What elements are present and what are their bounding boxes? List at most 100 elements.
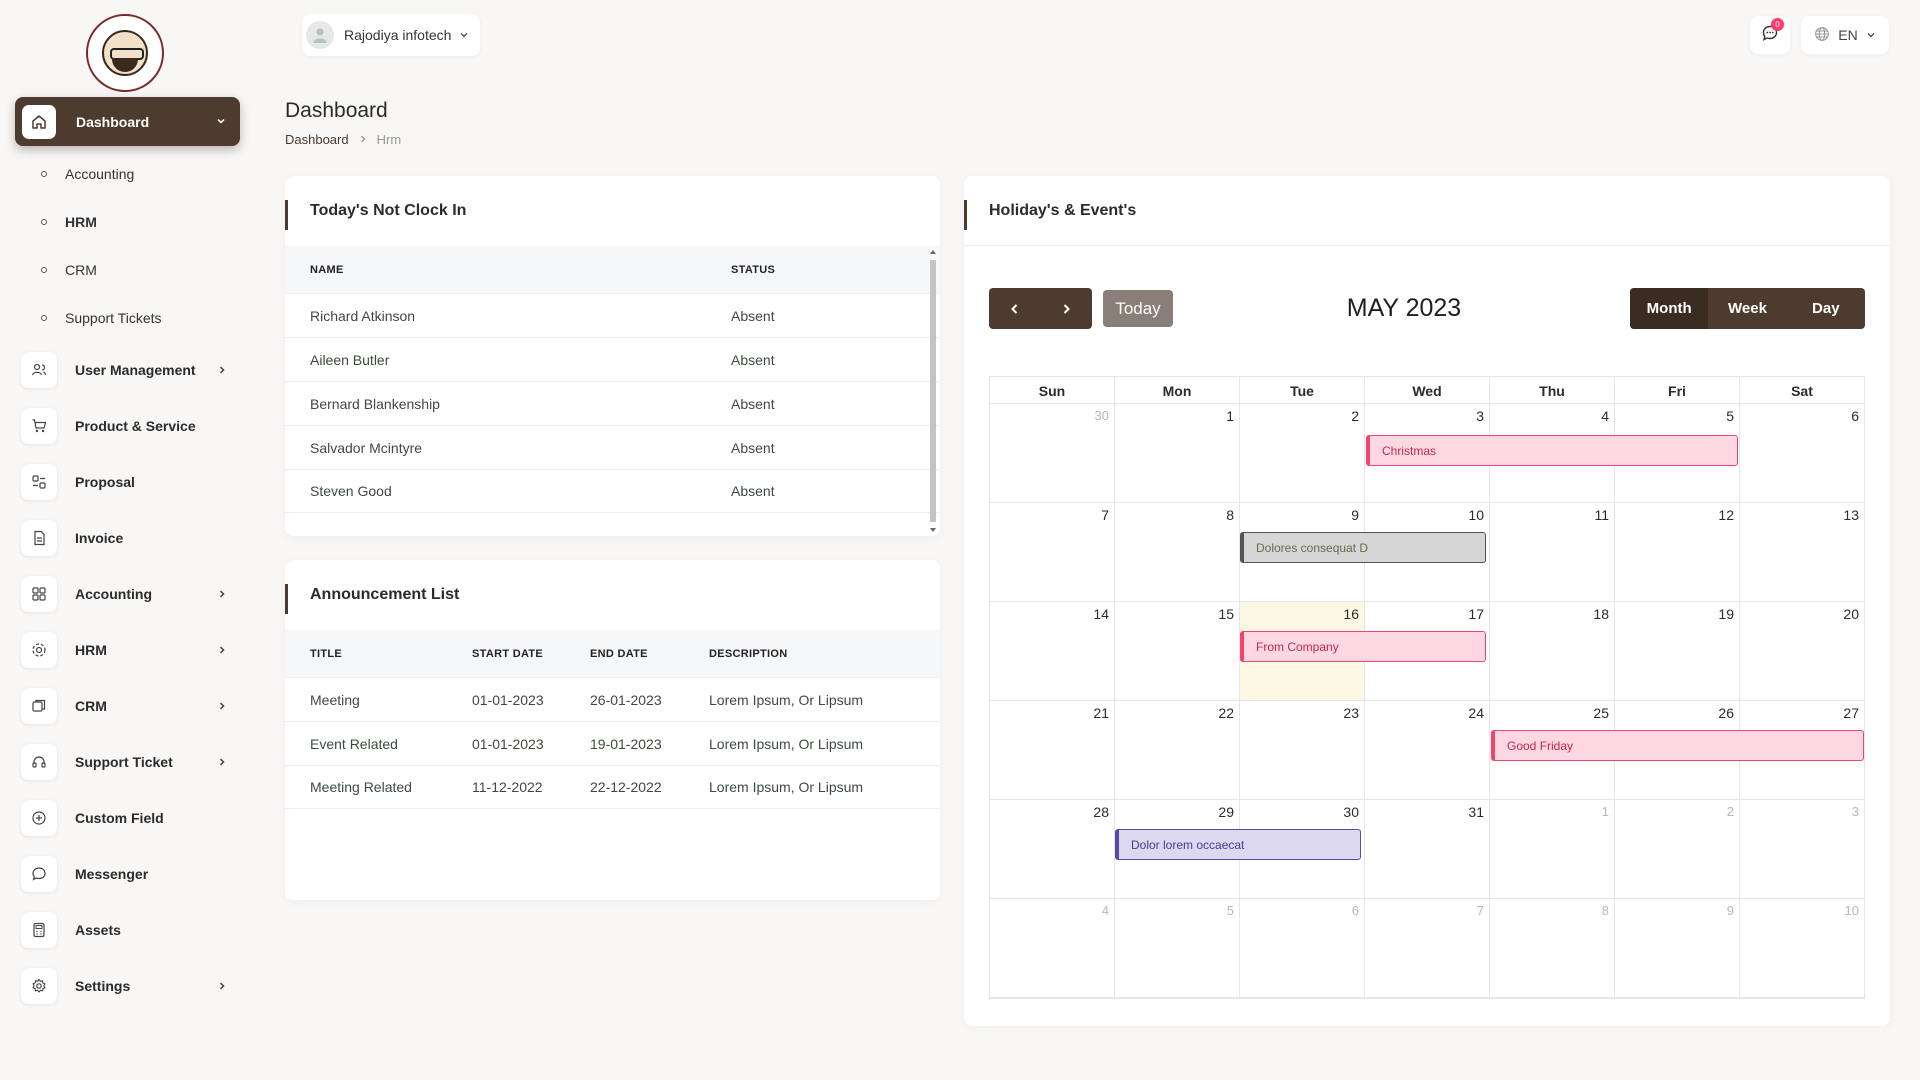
home-icon xyxy=(22,104,56,139)
sidebar-item-messenger[interactable]: Messenger xyxy=(21,854,241,894)
day-number: 27 xyxy=(1843,705,1859,721)
sidebar-item-support-ticket[interactable]: Support Ticket xyxy=(21,742,241,782)
announcement-title: Meeting Related xyxy=(310,779,412,795)
message-count-badge: 0 xyxy=(1771,18,1784,31)
calendar-day[interactable]: 28 xyxy=(990,800,1115,898)
breadcrumb-link-dashboard[interactable]: Dashboard xyxy=(285,132,349,147)
calendar-day[interactable]: 3 xyxy=(1740,800,1864,898)
sidebar-subitem-crm[interactable]: CRM xyxy=(40,260,97,280)
sidebar-subitem-hrm[interactable]: HRM xyxy=(40,212,97,232)
calendar-day[interactable]: 23 xyxy=(1240,701,1365,799)
calendar-day[interactable]: 17 xyxy=(1365,602,1490,700)
calendar-day[interactable]: 15 xyxy=(1115,602,1240,700)
scroll-down-icon[interactable] xyxy=(930,528,936,532)
calendar-day[interactable]: 30 xyxy=(1240,800,1365,898)
calendar-day[interactable]: 11 xyxy=(1490,503,1615,601)
sidebar-item-dashboard[interactable]: Dashboard xyxy=(15,97,240,146)
column-header-title[interactable]: TITLE xyxy=(310,647,343,660)
day-number: 2 xyxy=(1351,408,1359,424)
plus-circle-icon xyxy=(21,800,57,836)
calendar-day[interactable]: 22 xyxy=(1115,701,1240,799)
page-title: Dashboard xyxy=(285,99,388,122)
calendar-day[interactable]: 1 xyxy=(1490,800,1615,898)
calendar-day[interactable]: 19 xyxy=(1615,602,1740,700)
sidebar-subitem-accounting[interactable]: Accounting xyxy=(40,164,134,184)
sidebar-item-hrm[interactable]: HRM xyxy=(21,630,241,670)
scrollbar-thumb[interactable] xyxy=(930,260,936,522)
column-header-description[interactable]: DESCRIPTION xyxy=(709,647,788,660)
calendar-day[interactable]: 5 xyxy=(1615,404,1740,502)
calendar-day[interactable]: 10 xyxy=(1740,899,1864,997)
calendar-event[interactable]: From Company xyxy=(1240,631,1486,662)
table-header: TITLE START DATE END DATE DESCRIPTION xyxy=(285,630,940,677)
employee-status: Absent xyxy=(731,351,775,368)
sidebar-item-label: CRM xyxy=(75,698,107,714)
calendar-day[interactable]: 27 xyxy=(1740,701,1864,799)
calendar-day[interactable]: 5 xyxy=(1115,899,1240,997)
scroll-up-icon[interactable] xyxy=(930,250,936,254)
sidebar-item-user-management[interactable]: User Management xyxy=(21,350,241,390)
calendar-day[interactable]: 9 xyxy=(1615,899,1740,997)
calendar-day[interactable]: 12 xyxy=(1615,503,1740,601)
calendar-day[interactable]: 21 xyxy=(990,701,1115,799)
sidebar-item-proposal[interactable]: Proposal xyxy=(21,462,241,502)
calendar-event[interactable]: Good Friday xyxy=(1491,730,1864,761)
calendar-day[interactable]: 20 xyxy=(1740,602,1864,700)
calendar-event[interactable]: Dolor lorem occaecat xyxy=(1115,829,1361,860)
calendar-day[interactable]: 10 xyxy=(1365,503,1490,601)
column-header-status[interactable]: STATUS xyxy=(731,263,776,276)
calendar-day[interactable]: 1 xyxy=(1115,404,1240,502)
sidebar-item-product-service[interactable]: Product & Service xyxy=(21,406,241,446)
calendar-day[interactable]: 30 xyxy=(990,404,1115,502)
scrollbar[interactable] xyxy=(928,246,938,536)
calendar-day[interactable]: 24 xyxy=(1365,701,1490,799)
calendar-week: 21 22 23 24 25 26 27 xyxy=(990,701,1864,800)
prev-month-button[interactable] xyxy=(989,288,1041,329)
bullet-icon xyxy=(40,218,48,226)
chevron-right-icon xyxy=(217,642,227,658)
view-week-button[interactable]: Week xyxy=(1728,300,1767,317)
sidebar-item-label: Support Ticket xyxy=(75,754,173,770)
sidebar-item-crm[interactable]: CRM xyxy=(21,686,241,726)
messages-button[interactable]: 0 xyxy=(1750,16,1790,54)
table-header: NAME STATUS xyxy=(285,246,940,293)
sidebar-item-custom-field[interactable]: Custom Field xyxy=(21,798,241,838)
language-switcher[interactable]: EN xyxy=(1801,16,1889,54)
calendar-day[interactable]: 4 xyxy=(990,899,1115,997)
company-switcher[interactable]: Rajodiya infotech xyxy=(302,14,480,56)
calendar-day[interactable]: 14 xyxy=(990,602,1115,700)
calendar-day[interactable]: 6 xyxy=(1740,404,1864,502)
calendar-day[interactable]: 7 xyxy=(990,503,1115,601)
calendar-day[interactable]: 8 xyxy=(1115,503,1240,601)
column-header-end-date[interactable]: END DATE xyxy=(590,647,648,660)
sidebar-item-assets[interactable]: Assets xyxy=(21,910,241,950)
announcement-end: 19-01-2023 xyxy=(590,735,662,752)
column-header-name[interactable]: NAME xyxy=(310,263,344,276)
sidebar-item-label: Dashboard xyxy=(76,113,150,130)
calendar-day[interactable]: 18 xyxy=(1490,602,1615,700)
calendar-day[interactable]: 2 xyxy=(1615,800,1740,898)
day-number: 6 xyxy=(1851,408,1859,424)
view-day-button[interactable]: Day xyxy=(1812,300,1840,317)
calendar-event[interactable]: Dolores consequat D xyxy=(1240,532,1486,563)
today-button[interactable]: Today xyxy=(1103,290,1173,327)
sidebar-subitem-support-tickets[interactable]: Support Tickets xyxy=(40,308,162,328)
calendar-day[interactable]: 8 xyxy=(1490,899,1615,997)
sidebar-item-accounting[interactable]: Accounting xyxy=(21,574,241,614)
column-header-start-date[interactable]: START DATE xyxy=(472,647,544,660)
brand-logo[interactable] xyxy=(86,14,164,92)
chevron-right-icon xyxy=(217,586,227,602)
calendar-day[interactable]: 6 xyxy=(1240,899,1365,997)
calendar-day[interactable]: 13 xyxy=(1740,503,1864,601)
next-month-button[interactable] xyxy=(1041,288,1093,329)
table-row: Richard Atkinson Absent xyxy=(285,293,940,337)
sidebar-item-invoice[interactable]: Invoice xyxy=(21,518,241,558)
users-icon xyxy=(21,352,57,388)
calendar-day[interactable]: 2 xyxy=(1240,404,1365,502)
sidebar-item-settings[interactable]: Settings xyxy=(21,966,241,1006)
day-number: 5 xyxy=(1726,408,1734,424)
calendar-event[interactable]: Christmas xyxy=(1366,435,1738,466)
calendar-day[interactable]: 31 xyxy=(1365,800,1490,898)
view-month-button[interactable]: Month xyxy=(1630,288,1709,329)
calendar-day[interactable]: 7 xyxy=(1365,899,1490,997)
